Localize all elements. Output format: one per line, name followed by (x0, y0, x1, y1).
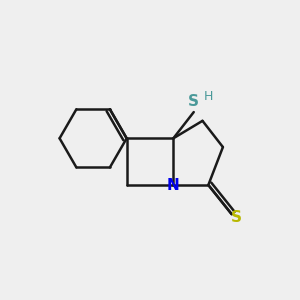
Text: S: S (188, 94, 199, 110)
Text: S: S (230, 210, 242, 225)
Text: N: N (167, 178, 180, 193)
Text: H: H (204, 89, 213, 103)
